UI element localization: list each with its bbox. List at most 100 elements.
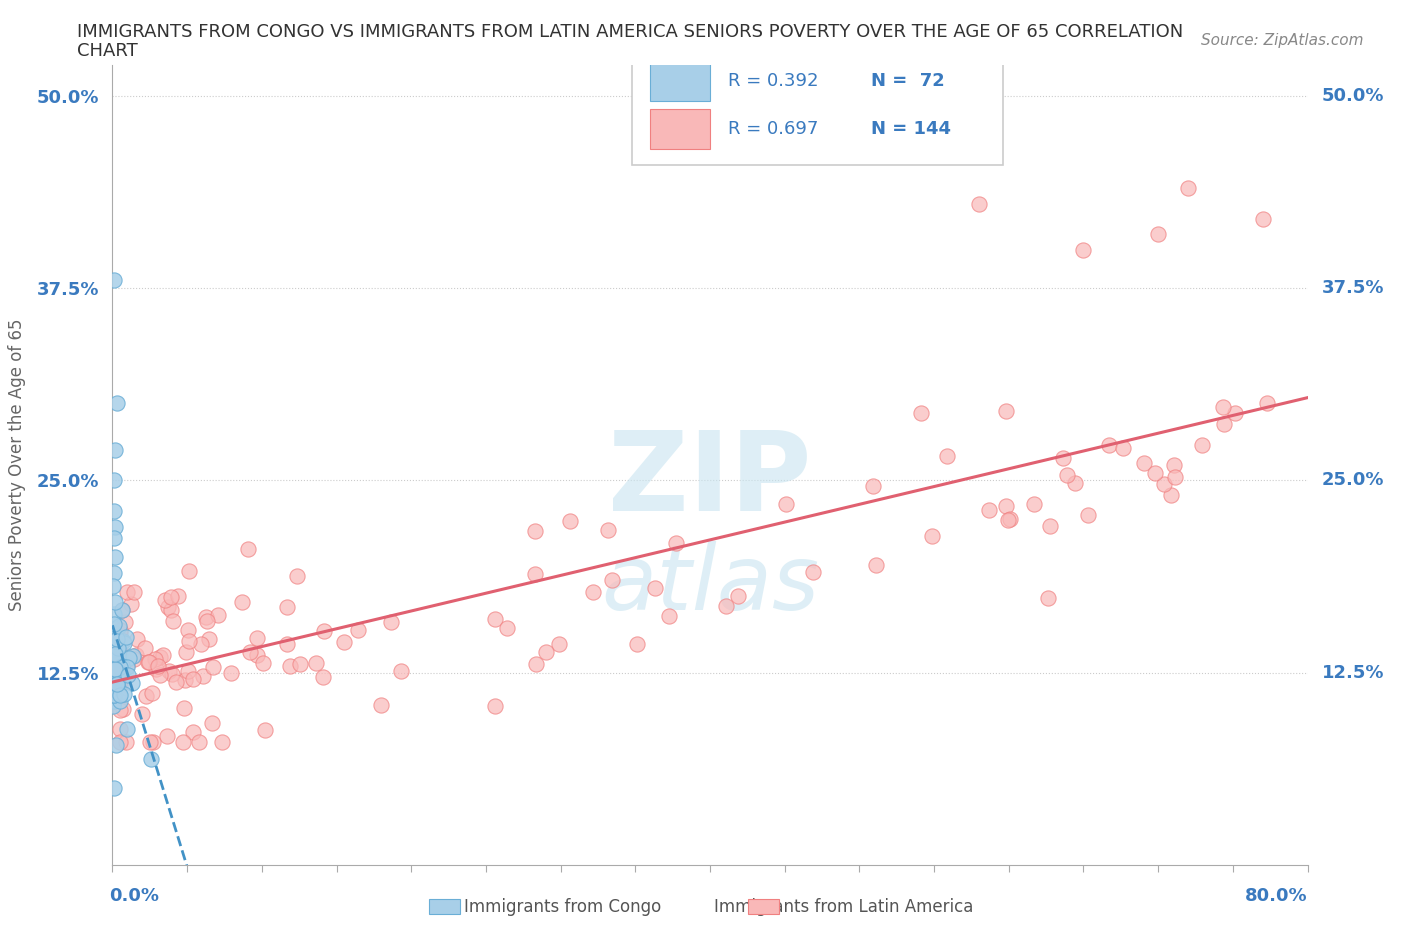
- Point: [157, 664, 180, 679]
- Point: [305, 656, 328, 671]
- Point: [104, 673, 127, 688]
- Point: [103, 669, 125, 684]
- Text: N = 144: N = 144: [872, 120, 952, 138]
- Point: [104, 595, 127, 610]
- Text: CHART: CHART: [77, 42, 138, 60]
- Point: [114, 735, 136, 750]
- Point: [103, 694, 125, 709]
- Point: [111, 602, 134, 617]
- Text: Immigrants from Latin America: Immigrants from Latin America: [714, 897, 973, 916]
- Point: [122, 652, 145, 667]
- Point: [1256, 395, 1278, 410]
- Point: [389, 664, 412, 679]
- Point: [103, 617, 125, 631]
- Point: [111, 633, 134, 648]
- Point: [111, 701, 134, 716]
- Point: [484, 611, 506, 626]
- Point: [108, 645, 131, 660]
- Point: [1163, 470, 1185, 485]
- Point: [246, 648, 269, 663]
- Point: [207, 607, 229, 622]
- Text: 0.0%: 0.0%: [110, 887, 159, 905]
- Point: [148, 658, 170, 673]
- Point: [156, 729, 179, 744]
- Point: [276, 637, 298, 652]
- Bar: [651, 61, 710, 101]
- Point: [103, 687, 125, 702]
- Point: [103, 644, 125, 658]
- Point: [138, 655, 160, 670]
- Point: [288, 657, 311, 671]
- Point: [104, 647, 127, 662]
- Point: [149, 668, 172, 683]
- Point: [547, 636, 569, 651]
- Point: [1163, 458, 1185, 472]
- Point: [121, 648, 143, 663]
- Point: [122, 585, 145, 600]
- Point: [107, 641, 129, 656]
- Point: [1212, 417, 1234, 432]
- Point: [278, 658, 301, 673]
- Point: [936, 448, 959, 463]
- Point: [101, 626, 124, 641]
- Point: [115, 659, 138, 674]
- Point: [190, 637, 212, 652]
- Point: [103, 530, 125, 545]
- Point: [156, 599, 179, 614]
- Point: [115, 584, 138, 599]
- Point: [253, 723, 276, 737]
- Point: [998, 512, 1021, 527]
- Point: [496, 621, 519, 636]
- Point: [865, 557, 887, 572]
- Point: [108, 703, 131, 718]
- Text: ZIP: ZIP: [609, 428, 811, 535]
- Point: [801, 565, 824, 579]
- Point: [103, 687, 125, 702]
- Point: [104, 638, 127, 653]
- Point: [997, 512, 1019, 527]
- Point: [333, 635, 356, 650]
- Point: [107, 648, 129, 663]
- Point: [104, 646, 127, 661]
- Point: [125, 631, 148, 646]
- Point: [108, 631, 131, 646]
- Point: [112, 636, 135, 651]
- Point: [103, 633, 125, 648]
- Point: [380, 615, 402, 630]
- Point: [141, 751, 163, 766]
- Point: [101, 578, 124, 593]
- Point: [108, 678, 131, 693]
- Point: [121, 675, 143, 690]
- Point: [104, 442, 127, 457]
- Text: R = 0.392: R = 0.392: [728, 73, 818, 90]
- Point: [134, 640, 156, 655]
- Point: [198, 631, 221, 646]
- Point: [101, 643, 124, 658]
- Point: [252, 656, 274, 671]
- Point: [105, 663, 128, 678]
- Point: [910, 405, 932, 420]
- Point: [103, 606, 125, 621]
- Point: [162, 614, 184, 629]
- Point: [118, 651, 141, 666]
- Point: [1064, 475, 1087, 490]
- Point: [201, 659, 224, 674]
- Text: 50.0%: 50.0%: [1322, 86, 1385, 105]
- Point: [179, 564, 201, 578]
- Point: [658, 609, 681, 624]
- Point: [108, 622, 131, 637]
- Point: [135, 688, 157, 703]
- Point: [105, 632, 128, 647]
- Point: [111, 658, 134, 673]
- Point: [103, 780, 125, 795]
- Point: [160, 590, 183, 604]
- Point: [104, 519, 127, 534]
- Point: [312, 670, 335, 684]
- Point: [108, 619, 131, 634]
- Point: [276, 600, 298, 615]
- Point: [1147, 227, 1170, 242]
- Point: [1056, 468, 1078, 483]
- Point: [1039, 518, 1062, 533]
- Point: [108, 649, 131, 664]
- Point: [534, 644, 557, 659]
